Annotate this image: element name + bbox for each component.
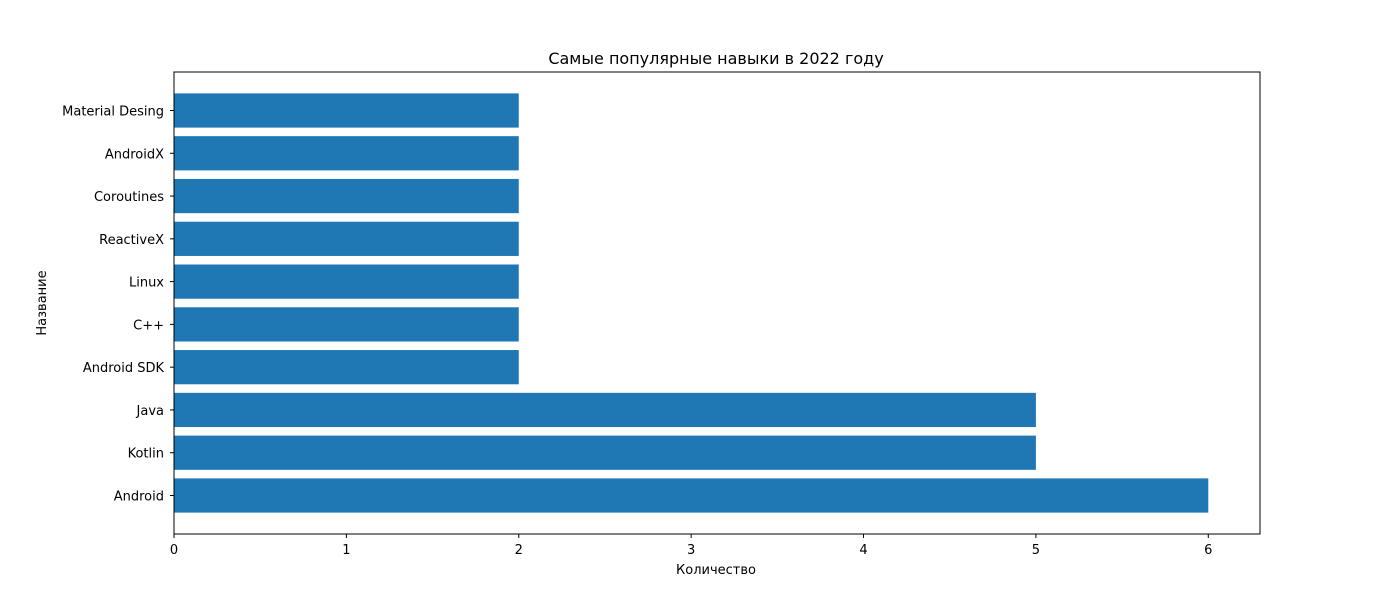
y-tick-label: Android xyxy=(114,490,164,505)
x-tick-label: 6 xyxy=(1204,543,1212,558)
bar xyxy=(174,221,519,256)
x-tick-label: 3 xyxy=(687,543,695,558)
x-axis-ticks: 0 1 2 3 4 5 6 xyxy=(170,534,1212,558)
x-tick-label: 5 xyxy=(1032,543,1040,558)
bar xyxy=(174,478,1209,513)
y-tick-label: Kotlin xyxy=(128,447,164,462)
y-tick-label: Linux xyxy=(129,276,164,291)
bar xyxy=(174,264,519,299)
y-tick-label: Android SDK xyxy=(83,361,165,376)
bar xyxy=(174,350,519,385)
y-tick-label: Java xyxy=(136,404,164,419)
y-tick-label: AndroidX xyxy=(105,147,164,162)
y-tick-label: Coroutines xyxy=(94,190,164,205)
x-axis-label: Количество xyxy=(676,563,756,578)
bar xyxy=(174,178,519,214)
plot-frame xyxy=(173,71,1261,535)
x-tick-label: 1 xyxy=(342,543,350,558)
y-tick-label: ReactiveX xyxy=(99,233,164,248)
y-axis-ticks: Android Kotlin Java Android SDK C++ Linux Reac… xyxy=(62,105,174,505)
bar xyxy=(174,392,1036,428)
bar xyxy=(174,307,519,342)
bar xyxy=(174,93,519,128)
x-tick-label: 4 xyxy=(859,543,867,558)
y-tick-label: Material Desing xyxy=(62,105,164,120)
bars-group xyxy=(174,93,1209,513)
y-tick-label: C++ xyxy=(133,318,164,333)
x-tick-label: 0 xyxy=(170,543,178,558)
chart-title: Самые популярные навыки в 2022 году xyxy=(548,49,883,68)
y-axis-label: Название xyxy=(35,270,50,335)
x-tick-label: 2 xyxy=(515,543,523,558)
bar xyxy=(174,136,519,171)
bar xyxy=(174,435,1036,470)
